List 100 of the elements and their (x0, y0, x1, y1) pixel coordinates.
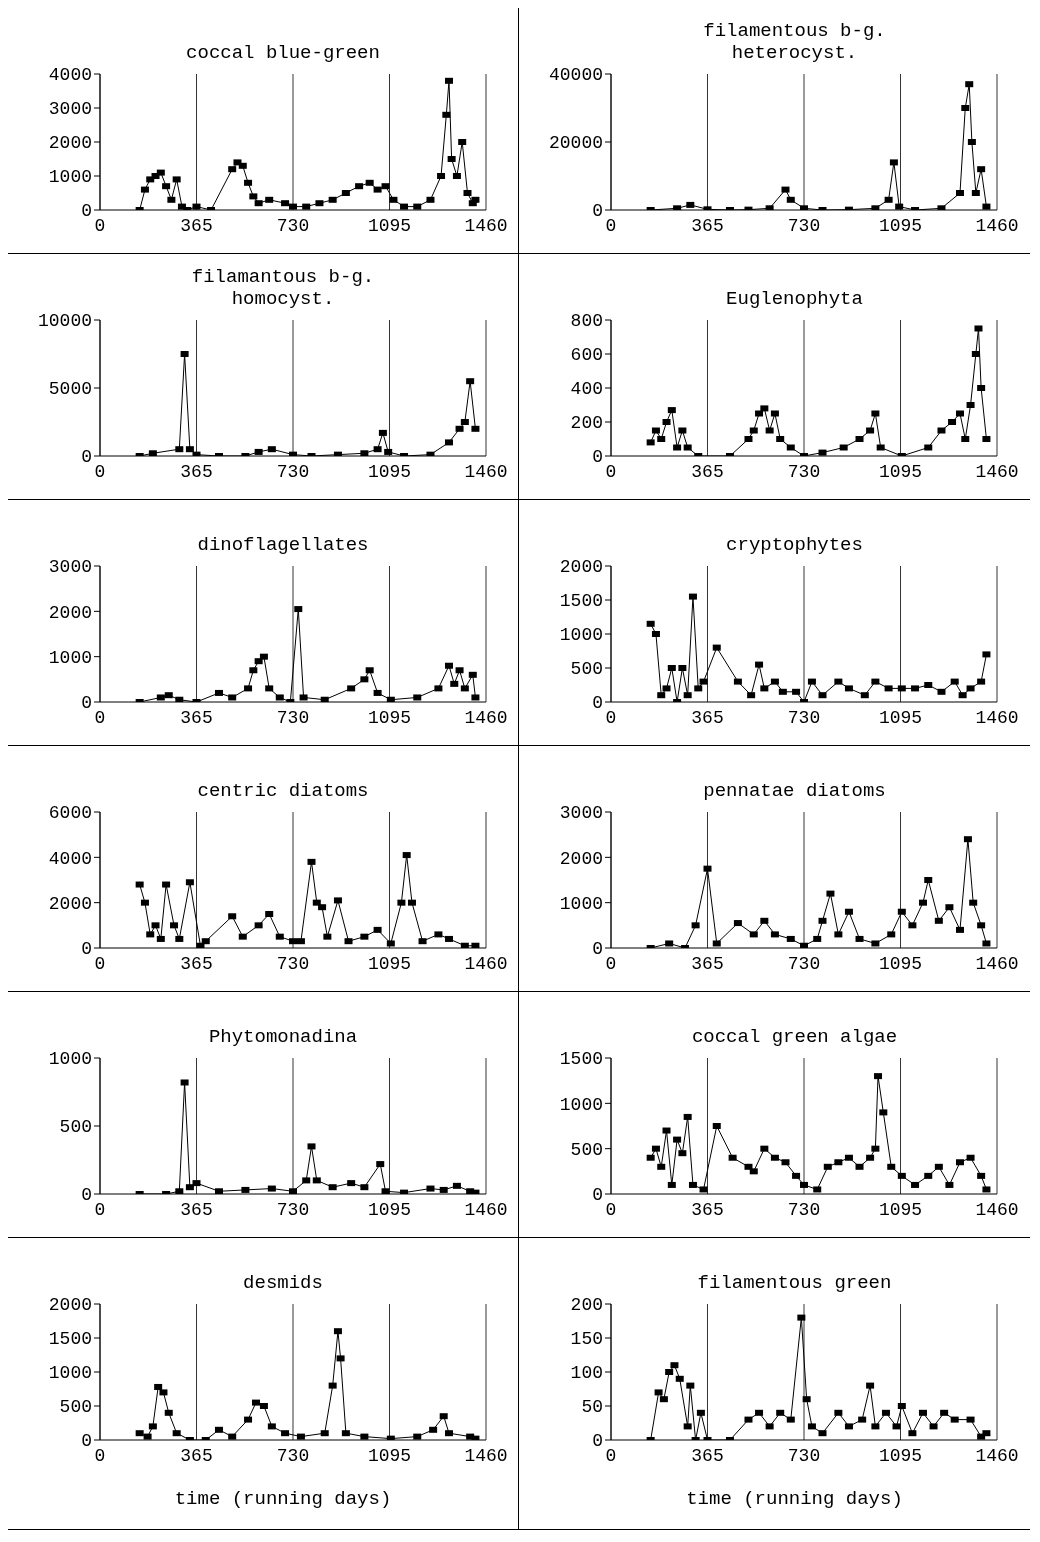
x-tick-label: 1460 (464, 215, 508, 236)
point (201, 938, 210, 945)
point (400, 203, 409, 210)
point (315, 200, 324, 207)
point (945, 1181, 954, 1188)
point (924, 444, 933, 451)
y-tick-label: 1500 (559, 1049, 603, 1070)
point (686, 201, 695, 208)
point (192, 1180, 201, 1187)
point (924, 1172, 933, 1179)
point (934, 1163, 943, 1170)
point (977, 922, 986, 929)
point (185, 446, 194, 453)
point (770, 678, 779, 685)
point (966, 685, 975, 692)
point (871, 678, 880, 685)
y-tick-label: 0 (592, 201, 603, 222)
point (911, 1181, 920, 1188)
point (214, 1426, 223, 1433)
point (228, 694, 237, 701)
point (384, 448, 393, 455)
point (982, 1186, 991, 1193)
x-tick-label: 1460 (464, 953, 508, 974)
y-tick-label: 1000 (48, 1363, 92, 1384)
point (180, 1079, 189, 1086)
point (770, 931, 779, 938)
point (162, 881, 171, 888)
point (744, 1163, 753, 1170)
point (249, 193, 258, 200)
y-tick-label: 0 (592, 1431, 603, 1452)
y-tick-label: 150 (570, 1329, 603, 1350)
point (162, 183, 171, 190)
x-tick-label: 1095 (367, 461, 412, 482)
chart-title: filamantous b-g. homocyst. (191, 266, 375, 310)
point (254, 448, 263, 455)
x-tick-label: 730 (787, 1445, 821, 1466)
point (834, 678, 843, 685)
point (471, 425, 480, 432)
point (333, 1328, 342, 1335)
x-tick-label: 1460 (975, 215, 1019, 236)
y-tick-label: 3000 (559, 803, 603, 824)
x-tick-label: 365 (691, 1445, 724, 1466)
point (755, 661, 764, 668)
point (844, 685, 853, 692)
point (418, 938, 427, 945)
point (159, 1389, 168, 1396)
point (765, 1423, 774, 1430)
point (678, 427, 687, 434)
point (760, 917, 769, 924)
y-tick-label: 4000 (48, 848, 92, 869)
point (307, 858, 316, 865)
point (889, 159, 898, 166)
point (654, 1389, 663, 1396)
point (244, 179, 253, 186)
point (164, 692, 173, 699)
point (323, 933, 332, 940)
point (381, 183, 390, 190)
point (955, 410, 964, 417)
point (871, 1145, 880, 1152)
point (397, 899, 406, 906)
y-tick-label: 0 (592, 939, 603, 960)
y-tick-label: 0 (592, 693, 603, 714)
point (747, 692, 756, 699)
point (871, 1423, 880, 1430)
point (818, 1430, 827, 1437)
point (966, 1154, 975, 1161)
chart-title: coccal blue-green (186, 42, 380, 64)
x-tick-label: 730 (787, 461, 821, 482)
point (328, 1184, 337, 1191)
point (696, 1409, 705, 1416)
point (712, 940, 721, 947)
point (328, 196, 337, 203)
chart-title: filamentous b-g. heterocyst. (703, 20, 886, 64)
point (749, 931, 758, 938)
point (281, 1430, 290, 1437)
x-tick-label: 0 (94, 1445, 106, 1466)
chart-title: desmids (243, 1272, 323, 1294)
y-tick-label: 1000 (48, 167, 92, 188)
point (460, 685, 469, 692)
y-tick-label: 0 (81, 693, 92, 714)
point (244, 685, 253, 692)
point (667, 407, 676, 414)
point (982, 203, 991, 210)
point (858, 1416, 867, 1423)
y-tick-label: 5000 (48, 379, 92, 400)
chart-title: centric diatoms (197, 780, 369, 802)
point (259, 653, 268, 660)
point (887, 1163, 896, 1170)
x-tick-label: 365 (180, 1445, 213, 1466)
point (678, 1150, 687, 1157)
y-tick-label: 50 (581, 1397, 603, 1418)
point (657, 1163, 666, 1170)
x-tick-label: 365 (180, 461, 213, 482)
point (185, 1184, 194, 1191)
point (770, 1154, 779, 1161)
x-tick-label: 365 (180, 707, 213, 728)
point (434, 685, 443, 692)
point (426, 196, 435, 203)
point (839, 444, 848, 451)
point (172, 176, 181, 183)
